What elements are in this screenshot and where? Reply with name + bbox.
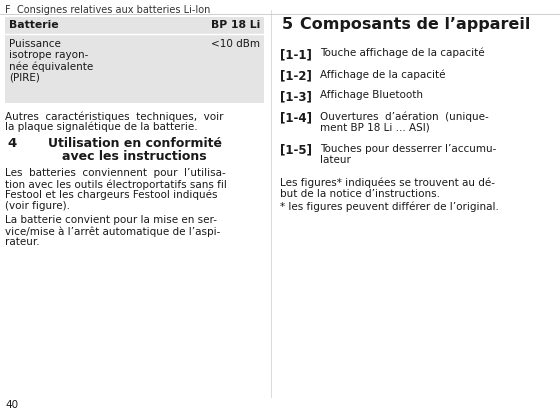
Text: Batterie: Batterie — [9, 20, 59, 30]
Text: 40: 40 — [5, 400, 18, 410]
Text: la plaque signalétique de la batterie.: la plaque signalétique de la batterie. — [5, 122, 198, 132]
Text: Consignes relatives aux batteries Li-Ion: Consignes relatives aux batteries Li-Ion — [17, 5, 211, 15]
Text: vice/mise à l’arrêt automatique de l’aspi-: vice/mise à l’arrêt automatique de l’asp… — [5, 226, 221, 236]
Text: Affichage de la capacité: Affichage de la capacité — [320, 69, 446, 79]
Text: Touches pour desserrer l’accumu-: Touches pour desserrer l’accumu- — [320, 143, 496, 153]
Text: BP 18 Li: BP 18 Li — [211, 20, 260, 30]
Text: tion avec les outils électroportatifs sans fil: tion avec les outils électroportatifs sa… — [5, 179, 227, 189]
Text: Utilisation en conformité: Utilisation en conformité — [48, 137, 222, 150]
Text: Composants de l’appareil: Composants de l’appareil — [300, 17, 530, 32]
Text: 5: 5 — [282, 17, 293, 32]
Text: avec les instructions: avec les instructions — [62, 150, 207, 163]
Text: [1-4]: [1-4] — [280, 111, 312, 124]
Text: [1-3]: [1-3] — [280, 90, 312, 103]
Text: [1-1]: [1-1] — [280, 48, 312, 61]
Text: Puissance: Puissance — [9, 39, 61, 49]
Text: ment BP 18 Li ... ASI): ment BP 18 Li ... ASI) — [320, 122, 430, 132]
Text: Touche affichage de la capacité: Touche affichage de la capacité — [320, 48, 484, 58]
Text: [1-2]: [1-2] — [280, 69, 312, 82]
Text: 4: 4 — [7, 137, 16, 150]
Text: (PIRE): (PIRE) — [9, 72, 40, 82]
Text: née équivalente: née équivalente — [9, 61, 94, 72]
Text: rateur.: rateur. — [5, 237, 40, 247]
Text: F: F — [5, 5, 11, 15]
Text: Affichage Bluetooth: Affichage Bluetooth — [320, 90, 423, 100]
Text: Les figures* indiquées se trouvent au dé-: Les figures* indiquées se trouvent au dé… — [280, 178, 495, 189]
Text: [1-5]: [1-5] — [280, 143, 312, 157]
Text: * les figures peuvent différer de l’original.: * les figures peuvent différer de l’orig… — [280, 202, 499, 212]
Text: La batterie convient pour la mise en ser-: La batterie convient pour la mise en ser… — [5, 215, 217, 225]
Text: Les  batteries  conviennent  pour  l’utilisa-: Les batteries conviennent pour l’utilisa… — [5, 168, 226, 178]
Text: Autres  caractéristiques  techniques,  voir: Autres caractéristiques techniques, voir — [5, 111, 223, 122]
Text: Festool et les chargeurs Festool indiqués: Festool et les chargeurs Festool indiqué… — [5, 190, 217, 201]
Bar — [5, 17, 264, 103]
Text: Ouvertures  d’aération  (unique-: Ouvertures d’aération (unique- — [320, 111, 489, 122]
Text: <10 dBm: <10 dBm — [211, 39, 260, 49]
Text: but de la notice d’instructions.: but de la notice d’instructions. — [280, 189, 440, 199]
Text: lateur: lateur — [320, 155, 351, 165]
Text: (voir figure).: (voir figure). — [5, 201, 70, 211]
Text: isotrope rayon-: isotrope rayon- — [9, 50, 88, 60]
